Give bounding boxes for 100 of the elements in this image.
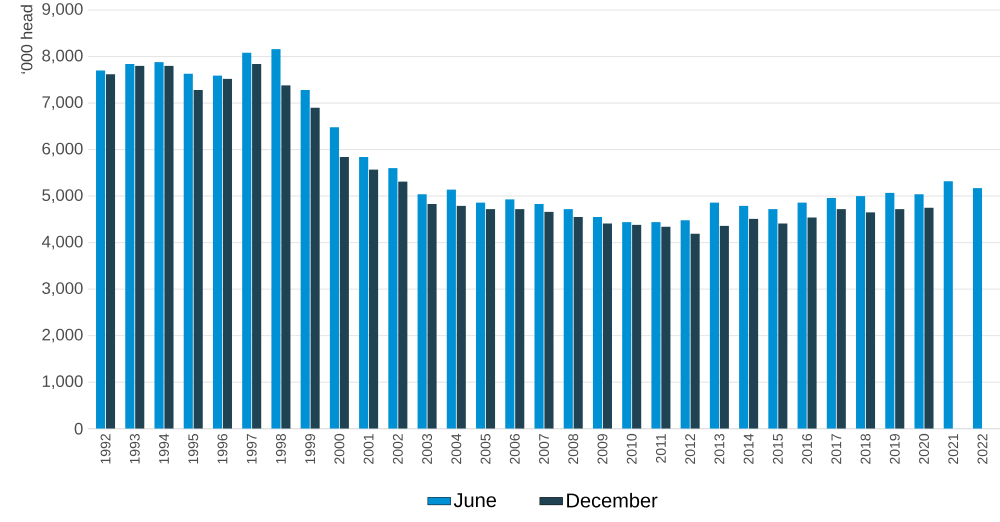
bar — [856, 196, 866, 429]
bar — [866, 212, 876, 429]
y-tick-label: 4,000 — [42, 236, 83, 250]
bar — [281, 85, 290, 429]
bar — [212, 76, 222, 429]
x-tick-label: 2010 — [626, 434, 637, 464]
x-tick-label: 1998 — [276, 434, 286, 464]
bar — [427, 204, 437, 429]
x-tick-label: 2007 — [539, 434, 549, 464]
x-tick-label: 2002 — [392, 434, 403, 464]
x-tick-label: 2015 — [772, 434, 783, 464]
bar — [310, 108, 320, 429]
x-tick-label: 2013 — [714, 434, 724, 464]
x-tick-label: 2016 — [802, 434, 812, 464]
x-tick-label: 1997 — [246, 434, 257, 464]
x-tick-label: 2021 — [948, 434, 958, 464]
bar — [96, 70, 106, 429]
bar — [836, 209, 846, 429]
x-tick-label: 2003 — [422, 434, 432, 464]
x-tick-label: 1992 — [100, 434, 111, 464]
x-tick-label: 2001 — [364, 434, 374, 464]
bar — [768, 209, 778, 429]
bar — [574, 217, 583, 429]
bar — [271, 49, 281, 429]
bar — [778, 224, 788, 429]
bar — [914, 194, 924, 429]
bar — [895, 209, 904, 429]
x-tick-label: 2008 — [568, 434, 578, 464]
x-tick-label: 1994 — [159, 434, 169, 464]
bar — [184, 74, 193, 429]
bar — [544, 212, 554, 429]
bar — [710, 202, 719, 429]
bar — [826, 198, 836, 429]
y-tick-label: 6,000 — [42, 142, 83, 156]
y-axis-title: ‘000 head — [20, 5, 32, 74]
bar — [622, 222, 632, 429]
bar — [242, 52, 252, 429]
bar — [739, 206, 748, 429]
bar — [690, 234, 700, 429]
bar — [632, 224, 642, 429]
bar — [164, 66, 174, 429]
bar — [680, 220, 690, 429]
legend-label: June — [454, 493, 496, 508]
x-tick-label: 2012 — [685, 434, 696, 464]
bar — [369, 170, 378, 429]
bar — [106, 74, 116, 429]
bar — [592, 217, 602, 429]
bar — [359, 157, 368, 429]
bar — [515, 209, 524, 429]
x-tick-label: 2004 — [451, 434, 462, 464]
bar — [534, 204, 544, 429]
x-tick-label: 2006 — [510, 434, 520, 464]
x-tick-label: 1995 — [188, 434, 198, 464]
bar — [252, 64, 262, 429]
y-tick-label: 5,000 — [42, 189, 83, 203]
bar — [486, 209, 496, 429]
bar — [651, 222, 661, 429]
bar — [885, 192, 894, 429]
x-tick-label: 1999 — [305, 434, 316, 464]
bar — [135, 66, 144, 429]
bar — [446, 190, 456, 429]
bar — [476, 202, 486, 429]
y-tick-label: 9,000 — [42, 3, 83, 17]
bar — [807, 217, 817, 429]
y-tick-label: 7,000 — [42, 96, 83, 110]
x-tick-label: 1996 — [218, 434, 228, 464]
x-tick-label: 2009 — [598, 434, 608, 464]
bar — [125, 64, 134, 429]
bar — [456, 206, 466, 429]
bar — [661, 226, 670, 429]
y-tick-label: 3,000 — [42, 282, 83, 296]
bar — [330, 127, 339, 429]
bar — [300, 90, 310, 429]
x-tick-label: 2018 — [860, 434, 871, 464]
bar — [222, 78, 232, 429]
bar — [388, 168, 398, 429]
x-tick-label: 2000 — [334, 434, 344, 464]
bar — [194, 90, 203, 429]
bar — [972, 188, 982, 429]
bar — [154, 62, 164, 429]
bar — [602, 224, 612, 429]
bar — [418, 194, 427, 429]
bar — [749, 218, 758, 429]
x-tick-label: 2022 — [978, 434, 988, 464]
bar — [720, 226, 729, 429]
legend-label: December — [567, 492, 658, 508]
bar — [924, 208, 934, 429]
x-tick-label: 2017 — [831, 434, 842, 464]
x-tick-label: 2005 — [480, 434, 491, 464]
bar — [798, 202, 807, 429]
x-tick-label: 2014 — [744, 434, 754, 464]
bar — [398, 182, 408, 429]
bar — [505, 199, 514, 429]
y-tick-label: 1,000 — [42, 375, 83, 390]
bar — [564, 209, 573, 429]
y-tick-label: 8,000 — [42, 50, 83, 64]
bar — [340, 157, 349, 429]
bar — [944, 181, 953, 429]
y-tick-label: 0 — [74, 422, 83, 435]
y-tick-label: 2,000 — [42, 328, 83, 343]
